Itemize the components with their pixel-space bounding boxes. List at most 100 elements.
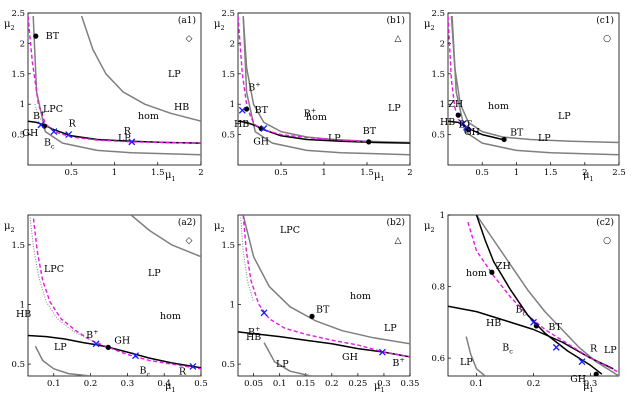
- x-tick-label: 0.2: [527, 379, 541, 389]
- cross-bc: [132, 352, 139, 360]
- point-label-r: R: [124, 126, 132, 137]
- curve-label-lpc: LPC: [44, 264, 64, 275]
- series-lp-upper: [450, 15, 619, 144]
- point-bt: [309, 313, 315, 319]
- cross-r: [189, 362, 197, 370]
- series-hom: [242, 215, 410, 358]
- y-axis-label: μ2: [424, 221, 435, 234]
- y-tick-label: 1: [230, 300, 235, 310]
- y-tick-label: 0.5: [221, 131, 235, 141]
- point-gh: [105, 344, 111, 350]
- point-label-gh: GH: [253, 137, 269, 148]
- curve-label-lp: LP: [538, 133, 551, 144]
- curve-label-hb: HB: [234, 119, 249, 130]
- x-tick-label: 1: [321, 168, 326, 178]
- series-lp-upper: [80, 15, 201, 122]
- y-tick-label: 2.5: [11, 9, 25, 19]
- x-tick-label: 0.15: [296, 379, 315, 389]
- point-label-bt: BT: [255, 105, 269, 116]
- curve-label-gh: GH: [342, 352, 358, 363]
- series-hom: [238, 15, 372, 143]
- panel-tag: (c1): [596, 15, 614, 26]
- point-label-bc: Bc: [44, 138, 55, 151]
- series-lp-lower: [465, 336, 486, 376]
- series-lp-lower: [32, 15, 201, 156]
- cross-b: [37, 121, 45, 129]
- series-lp-upper: [130, 215, 201, 258]
- x-axis-label: μ1: [165, 381, 176, 394]
- curve-label-lp: LP: [54, 342, 67, 353]
- series-lpc: [29, 215, 91, 341]
- x-axis-label: μ1: [583, 381, 594, 394]
- y-tick-label: 2: [20, 39, 25, 49]
- plot-area: [448, 15, 619, 156]
- curve-label-hb: HB: [16, 309, 31, 320]
- x-tick-label: 0.5: [274, 168, 288, 178]
- y-axis-label: μ2: [424, 19, 435, 32]
- y-tick-label: 0.5: [221, 360, 235, 370]
- y-axis-label: μ2: [214, 19, 225, 32]
- point-label-bt: BT: [459, 120, 473, 131]
- point-label-gh: GH: [22, 128, 38, 139]
- curve-label-hom: hom: [466, 268, 487, 279]
- series-lp-upper: [242, 15, 410, 144]
- chart-panel-2: 0.5 1 1.5 2 0.5 1 1.5 2 2.5 μ1 μ2 (b1) △ LP LP HB hom BT G…: [214, 9, 413, 183]
- y-tick-label: 2.5: [221, 9, 235, 19]
- panel-frame: [237, 214, 411, 377]
- x-axis-label: μ1: [374, 170, 385, 183]
- curve-label-hb: HB: [246, 332, 261, 343]
- curve-label-lp: LP: [558, 111, 571, 122]
- panel-tag: (b1): [386, 15, 405, 26]
- point-label-gh: GH: [114, 335, 130, 346]
- point-zh: [489, 269, 495, 275]
- y-tick-label: 1: [20, 100, 25, 110]
- x-tick-label: 2: [407, 168, 412, 178]
- x-tick-label: 0.1: [47, 379, 61, 389]
- series-lp-upper: [475, 215, 619, 376]
- curve-label-lp: LP: [276, 359, 289, 370]
- point-label-bt: BT: [363, 126, 377, 137]
- x-axis-label: μ1: [583, 170, 594, 183]
- curve-label-hb: HB: [440, 117, 455, 128]
- cross-b: [260, 125, 268, 132]
- curve-label-gh: GH: [464, 127, 480, 138]
- y-tick-label: 2: [230, 39, 235, 49]
- cross-r: [65, 131, 73, 139]
- curve-label-hb: HB: [174, 102, 189, 113]
- panel-frame: [27, 214, 202, 377]
- panel-marker: ○: [603, 34, 611, 44]
- point-label-r: R: [69, 119, 77, 130]
- plot-area: [28, 15, 201, 156]
- point-label-bt: BT: [510, 127, 524, 138]
- y-tick-label: 0.5: [431, 131, 445, 141]
- series-lp-upper: [242, 215, 410, 345]
- y-tick-label: 1: [20, 300, 25, 310]
- point-label-bc: Bc: [139, 366, 150, 379]
- cross-b: [260, 309, 268, 317]
- x-tick-label: 0.1: [273, 379, 287, 389]
- point-zh: [455, 112, 461, 118]
- y-tick-label: 2.5: [431, 9, 445, 19]
- y-tick-label: 1.5: [11, 70, 25, 80]
- point-label-b: B+: [86, 328, 98, 341]
- cross-bc: [552, 343, 560, 351]
- point-label-bt: BT: [46, 31, 60, 42]
- curve-label-lp: LP: [604, 345, 617, 356]
- x-tick-label: 0.3: [377, 379, 391, 389]
- y-tick-label: 0.6: [431, 354, 445, 364]
- series-hom: [448, 15, 473, 131]
- y-tick-label: 1.5: [11, 241, 25, 251]
- x-tick-label: 2: [198, 168, 203, 178]
- chart-panel-1: 0.5 1 1.5 2 0.5 1 1.5 2 2.5 μ1 μ2 (a1) ◇ LP LP LPC HB hom…: [4, 9, 204, 183]
- x-tick-label: 1: [514, 168, 519, 178]
- point-label-b: B+: [392, 356, 404, 369]
- y-tick-label: 1: [440, 211, 445, 221]
- point-bt: [366, 139, 372, 145]
- panel-tag: (a1): [178, 15, 196, 26]
- series-lp-lower: [451, 15, 619, 156]
- x-tick-label: 0.2: [325, 379, 339, 389]
- point-label-bt: BT: [548, 322, 562, 333]
- y-tick-label: 1: [440, 100, 445, 110]
- curve-label-lpc: LPC: [43, 104, 63, 115]
- series-hom: [32, 218, 201, 370]
